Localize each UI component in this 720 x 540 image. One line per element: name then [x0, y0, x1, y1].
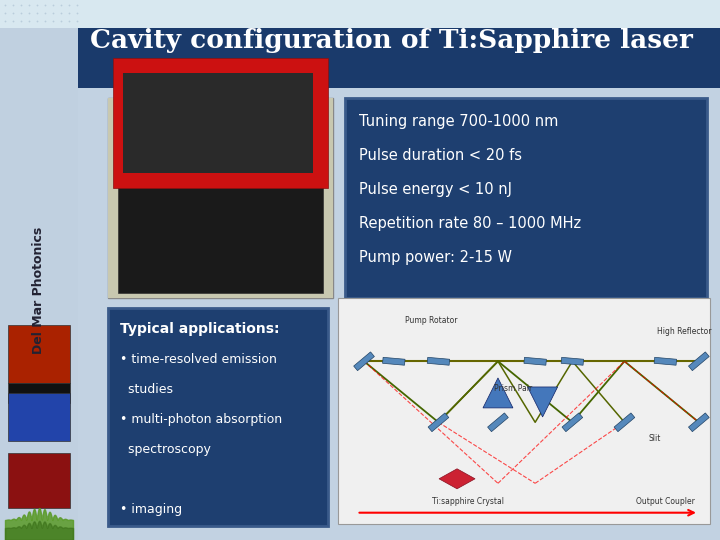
- FancyBboxPatch shape: [118, 178, 323, 293]
- Text: Del Mar Photonics: Del Mar Photonics: [32, 226, 45, 354]
- FancyBboxPatch shape: [614, 413, 635, 431]
- Text: Repetition rate 80 – 1000 MHz: Repetition rate 80 – 1000 MHz: [359, 216, 581, 231]
- Text: • imaging: • imaging: [120, 503, 182, 516]
- FancyBboxPatch shape: [688, 352, 709, 370]
- FancyBboxPatch shape: [524, 357, 546, 365]
- FancyBboxPatch shape: [345, 98, 707, 298]
- FancyBboxPatch shape: [108, 308, 328, 526]
- FancyBboxPatch shape: [562, 413, 582, 431]
- Text: Prism Pair: Prism Pair: [494, 384, 532, 393]
- Text: Pump power: 2-15 W: Pump power: 2-15 W: [359, 250, 512, 265]
- Text: Pulse duration < 20 fs: Pulse duration < 20 fs: [359, 148, 522, 163]
- FancyBboxPatch shape: [427, 357, 450, 365]
- Text: spectroscopy: spectroscopy: [120, 443, 211, 456]
- Text: Tuning range 700-1000 nm: Tuning range 700-1000 nm: [359, 114, 559, 129]
- Polygon shape: [439, 469, 475, 489]
- FancyBboxPatch shape: [428, 413, 449, 431]
- FancyBboxPatch shape: [0, 0, 720, 28]
- FancyBboxPatch shape: [487, 413, 508, 431]
- Text: Pump Rotator: Pump Rotator: [405, 316, 457, 325]
- FancyBboxPatch shape: [8, 453, 70, 508]
- FancyBboxPatch shape: [78, 28, 720, 88]
- Text: Slit: Slit: [648, 434, 660, 443]
- FancyBboxPatch shape: [382, 357, 405, 365]
- FancyBboxPatch shape: [654, 357, 677, 365]
- FancyBboxPatch shape: [108, 98, 333, 298]
- Text: • multi-photon absorption: • multi-photon absorption: [120, 413, 282, 426]
- FancyBboxPatch shape: [8, 393, 70, 441]
- Polygon shape: [528, 387, 557, 417]
- FancyBboxPatch shape: [354, 352, 374, 370]
- Text: Pulse energy < 10 nJ: Pulse energy < 10 nJ: [359, 182, 512, 197]
- FancyBboxPatch shape: [338, 298, 710, 524]
- FancyBboxPatch shape: [108, 98, 333, 298]
- Text: Cavity configuration of Ti:Sapphire laser: Cavity configuration of Ti:Sapphire lase…: [90, 28, 693, 53]
- Text: High Reflector: High Reflector: [657, 327, 711, 336]
- Text: • time-resolved emission: • time-resolved emission: [120, 353, 277, 366]
- FancyBboxPatch shape: [688, 413, 709, 431]
- FancyBboxPatch shape: [561, 357, 584, 365]
- FancyBboxPatch shape: [78, 88, 720, 540]
- FancyBboxPatch shape: [0, 28, 78, 540]
- FancyBboxPatch shape: [123, 73, 313, 173]
- Text: Ti:sapphire Crystal: Ti:sapphire Crystal: [432, 497, 504, 506]
- Text: studies: studies: [120, 383, 173, 396]
- Text: Typical applications:: Typical applications:: [120, 322, 279, 336]
- FancyBboxPatch shape: [8, 383, 70, 403]
- Text: Output Coupler: Output Coupler: [636, 497, 695, 506]
- FancyBboxPatch shape: [8, 325, 70, 383]
- FancyBboxPatch shape: [113, 58, 328, 188]
- Polygon shape: [483, 378, 513, 408]
